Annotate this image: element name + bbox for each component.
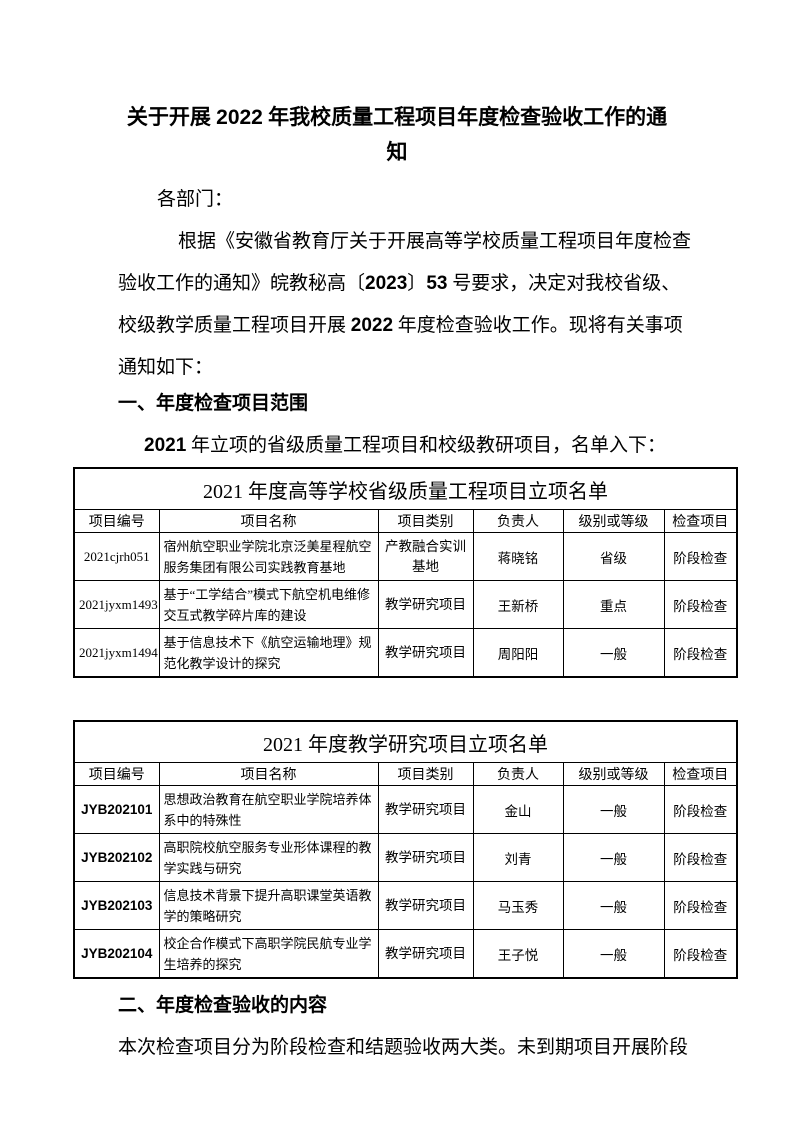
cell-check-type: 阶段检查 [663,833,738,882]
header-leader: 负责人 [472,509,564,533]
cell-check-type: 阶段检查 [663,580,738,629]
cell-project-id: JYB202101 [73,785,160,834]
teaching-research-table: 2021 年度教学研究项目立项名单 项目编号 项目名称 项目类别 负责人 级别或… [73,720,739,979]
header-project-id: 项目编号 [73,509,160,533]
paragraph-line-2: 验收工作的通知》皖教秘高〔2023〕53 号要求，决定对我校省级、 [118,263,680,305]
table-header-row: 项目编号 项目名称 项目类别 负责人 级别或等级 检查项目 [73,762,738,786]
line2-text-end: 号要求，决定对我校省级、 [447,273,681,294]
table-title: 2021 年度高等学校省级质量工程项目立项名单 [73,467,738,510]
cell-project-id: 2021jyxm1493 [73,580,160,629]
header-project-name: 项目名称 [158,509,379,533]
cell-leader: 刘青 [472,833,564,882]
table-row: JYB202104 校企合作模式下高职学院民航专业学生培养的探究 教学研究项目 … [73,929,738,979]
cell-level: 一般 [562,833,665,882]
cell-project-id: 2021cjrh051 [73,532,160,581]
table-title: 2021 年度教学研究项目立项名单 [73,720,738,763]
cell-level: 省级 [562,532,665,581]
table-row: JYB202101 思想政治教育在航空职业学院培养体系中的特殊性 教学研究项目 … [73,785,738,834]
table-row: 2021jyxm1494 基于信息技术下《航空运输地理》规范化教学设计的探究 教… [73,628,738,678]
cell-project-id: JYB202104 [73,929,160,979]
header-level: 级别或等级 [562,509,665,533]
scope-text: 年立项的省级质量工程项目和校级教研项目，名单入下： [186,435,667,456]
cell-project-name: 高职院校航空服务专业形体课程的教学实践与研究 [158,833,379,882]
salutation: 各部门： [157,189,234,210]
cell-leader: 王新桥 [472,580,564,629]
cell-leader: 马玉秀 [472,881,564,930]
cell-project-name: 校企合作模式下高职学院民航专业学生培养的探究 [158,929,379,979]
header-category: 项目类别 [377,509,474,533]
provincial-projects-table: 2021 年度高等学校省级质量工程项目立项名单 项目编号 项目名称 项目类别 负… [73,467,739,678]
table-row: JYB202103 信息技术背景下提升高职课堂英语教学的策略研究 教学研究项目 … [73,881,738,930]
cell-check-type: 阶段检查 [663,881,738,930]
cell-category: 教学研究项目 [377,929,474,979]
line2-doc-number: 53 [426,273,448,294]
table-row: 2021cjrh051 宿州航空职业学院北京泛美星程航空服务集团有限公司实践教育… [73,532,738,581]
section-1-heading: 一、年度检查项目范围 [118,393,309,414]
scope-year: 2021 [144,435,187,456]
table-header-row: 项目编号 项目名称 项目类别 负责人 级别或等级 检查项目 [73,509,738,533]
cell-category: 教学研究项目 [377,881,474,930]
line2-text: 验收工作的通知》皖教秘高〔 [118,273,366,294]
cell-project-name: 基于“工学结合”模式下航空机电维修交互式教学碎片库的建设 [158,580,379,629]
cell-level: 一般 [562,881,665,930]
cell-leader: 周阳阳 [472,628,564,678]
cell-project-id: 2021jyxm1494 [73,628,160,678]
scope-line: 2021 年立项的省级质量工程项目和校级教研项目，名单入下： [118,425,676,467]
title-year: 2022 [216,106,263,129]
closing-line: 本次检查项目分为阶段检查和结题验收两大类。未到期项目开展阶段 [118,1037,689,1058]
line3-year: 2022 [350,315,394,336]
header-check-type: 检查项目 [663,509,738,533]
document-title: 关于开展 2022 年我校质量工程项目年度检查验收工作的通知 [118,100,676,169]
header-project-id: 项目编号 [73,762,160,786]
header-leader: 负责人 [472,762,564,786]
cell-check-type: 阶段检查 [663,532,738,581]
cell-project-name: 基于信息技术下《航空运输地理》规范化教学设计的探究 [158,628,379,678]
cell-check-type: 阶段检查 [663,929,738,979]
cell-leader: 金山 [472,785,564,834]
header-project-name: 项目名称 [158,762,379,786]
cell-leader: 蒋晓铭 [472,532,564,581]
cell-check-type: 阶段检查 [663,785,738,834]
paragraph-line-4: 通知如下： [118,357,214,378]
cell-project-id: JYB202102 [73,833,160,882]
table-title-row: 2021 年度高等学校省级质量工程项目立项名单 [73,467,738,510]
paragraph-line-1: 根据《安徽省教育厅关于开展高等学校质量工程项目年度检查 [178,231,692,252]
intro-paragraph: 根据《安徽省教育厅关于开展高等学校质量工程项目年度检查 验收工作的通知》皖教秘高… [118,221,692,389]
cell-category: 教学研究项目 [377,580,474,629]
cell-level: 一般 [562,628,665,678]
header-check-type: 检查项目 [663,762,738,786]
line3-text: 校级教学质量工程项目开展 [118,315,351,336]
cell-category: 产教融合实训基地 [377,532,474,581]
header-category: 项目类别 [377,762,474,786]
title-text-pre: 关于开展 [126,105,217,129]
table-title-row: 2021 年度教学研究项目立项名单 [73,720,738,763]
cell-category: 教学研究项目 [377,785,474,834]
table-row: JYB202102 高职院校航空服务专业形体课程的教学实践与研究 教学研究项目 … [73,833,738,882]
header-level: 级别或等级 [562,762,665,786]
document-content: 关于开展 2022 年我校质量工程项目年度检查验收工作的通知 各部门： 根据《安… [0,100,793,1069]
cell-level: 一般 [562,929,665,979]
cell-level: 一般 [562,785,665,834]
cell-category: 教学研究项目 [377,833,474,882]
cell-project-name: 信息技术背景下提升高职课堂英语教学的策略研究 [158,881,379,930]
cell-project-name: 思想政治教育在航空职业学院培养体系中的特殊性 [158,785,379,834]
title-text-post: 年我校质量工程项目年度检查验收工作的通知 [262,105,668,164]
cell-level: 重点 [562,580,665,629]
cell-check-type: 阶段检查 [663,628,738,678]
cell-leader: 王子悦 [472,929,564,979]
cell-category: 教学研究项目 [377,628,474,678]
table-row: 2021jyxm1493 基于“工学结合”模式下航空机电维修交互式教学碎片库的建… [73,580,738,629]
paragraph-line-3: 校级教学质量工程项目开展 2022 年度检查验收工作。现将有关事项 [118,305,683,347]
section-2-heading: 二、年度检查验收的内容 [118,995,328,1016]
cell-project-name: 宿州航空职业学院北京泛美星程航空服务集团有限公司实践教育基地 [158,532,379,581]
line2-year: 2023 [365,273,408,294]
cell-project-id: JYB202103 [73,881,160,930]
line2-bracket: 〕 [407,273,427,294]
line3-text-end: 年度检查验收工作。现将有关事项 [393,315,683,336]
